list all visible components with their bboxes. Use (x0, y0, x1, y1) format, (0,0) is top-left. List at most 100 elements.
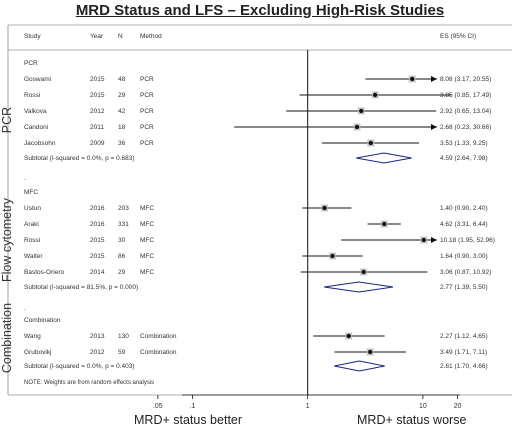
study-es-text: 1.40 (0.90, 2.40) (440, 205, 488, 212)
study-method: Combination (140, 349, 177, 356)
study-method: MFC (140, 205, 154, 212)
study-method: PCR (140, 76, 154, 83)
study-year: 2011 (90, 124, 104, 131)
ci-arrow-right (431, 76, 437, 82)
study-es-text: 3.06 (0.87, 10.92) (440, 269, 491, 276)
point-estimate (410, 76, 415, 82)
study-name: Candoni (24, 124, 48, 131)
subtotal-diamond (334, 360, 385, 372)
chart-title: MRD Status and LFS – Excluding High-Risk… (75, 2, 445, 19)
subtotal-es-text: 2.81 (1.70, 4.66) (440, 363, 488, 370)
study-method: PCR (140, 140, 154, 147)
point-estimate (368, 140, 373, 146)
study-year: 2013 (90, 333, 105, 340)
x-tick-label: .1 (190, 403, 196, 410)
study-n: 29 (118, 92, 126, 99)
subtotal-label: Subtotal (I-squared = 0.0%, p = 0.683) (24, 155, 135, 162)
subtotal-diamond (324, 281, 394, 293)
study-n: 203 (118, 205, 129, 212)
study-year: 2016 (90, 205, 105, 212)
point-estimate (359, 108, 364, 114)
x-tick-label: 1 (306, 403, 310, 410)
x-axis-label-right: MRD+ status worse (357, 413, 467, 427)
subtotal-label: Subtotal (I-squared = 81.5%, p = 0.000) (24, 284, 138, 291)
x-tick-label: 10 (419, 403, 427, 410)
header-method: Method (140, 33, 162, 40)
point-estimate (346, 333, 351, 339)
study-name: Goswami (24, 76, 51, 83)
subtotal-es-text: 2.77 (1.39, 5.50) (440, 284, 488, 291)
study-es-text: 2.92 (0.65, 13.04) (440, 108, 491, 115)
x-tick-label: .05 (153, 403, 163, 410)
study-method: Combination (140, 333, 177, 340)
study-year: 2009 (90, 140, 105, 147)
study-method: PCR (140, 92, 154, 99)
header-year: Year (90, 33, 104, 40)
study-method: MFC (140, 237, 154, 244)
study-es-text: 2.68 (0.23, 30.66) (440, 124, 491, 131)
group-name: Combination (24, 317, 61, 324)
study-n: 331 (118, 221, 129, 228)
study-n: 29 (118, 269, 126, 276)
header-study: Study (24, 33, 41, 40)
study-year: 2015 (90, 92, 105, 99)
study-year: 2014 (90, 269, 105, 276)
study-n: 48 (118, 76, 126, 83)
study-name: Walter (24, 253, 43, 260)
study-es-text: 3.53 (1.33, 9.25) (440, 140, 488, 147)
group-name: MFC (24, 189, 38, 196)
point-estimate (382, 221, 387, 227)
group-side-label: Combination (0, 303, 14, 373)
subtotal-es-text: 4.59 (2.64, 7.98) (440, 155, 488, 162)
study-name: Bastos-Oriero (24, 269, 64, 276)
study-name: Jacobsohn (24, 140, 56, 147)
study-name: Rossi (24, 237, 40, 244)
group-side-label: PCR (0, 107, 14, 133)
study-es-text: 3.49 (1.71, 7.11) (440, 349, 487, 356)
study-es-text: 4.62 (3.31, 6.44) (440, 221, 488, 228)
point-estimate (421, 237, 426, 243)
x-axis-label-left: MRD+ status better (134, 413, 243, 427)
study-es-text: 3.85 (0.85, 17.49) (440, 92, 491, 99)
point-estimate (322, 205, 327, 211)
point-estimate (354, 124, 360, 130)
ci-arrow-right (431, 124, 437, 130)
study-year: 2012 (90, 108, 105, 115)
study-n: 86 (118, 253, 126, 260)
group-separator: . (24, 175, 26, 182)
study-n: 59 (118, 349, 126, 356)
study-name: Grubovikj (24, 349, 51, 356)
point-estimate (368, 349, 373, 355)
study-es-text: 1.64 (0.90, 3.00) (440, 253, 488, 260)
study-method: PCR (140, 124, 154, 131)
study-name: Ustun (24, 205, 41, 212)
study-method: MFC (140, 253, 154, 260)
ci-arrow-right (431, 237, 437, 243)
study-n: 36 (118, 140, 126, 147)
study-name: Wang (24, 333, 41, 340)
study-year: 2016 (90, 221, 105, 228)
study-year: 2015 (90, 237, 105, 244)
study-name: Valkova (24, 108, 47, 115)
subtotal-diamond (356, 152, 412, 164)
group-name: PCR (24, 60, 38, 67)
study-es-text: 10.18 (1.95, 52.96) (440, 237, 495, 244)
study-es-text: 2.27 (1.12, 4.65) (440, 333, 488, 340)
study-method: MFC (140, 269, 154, 276)
weights-note: NOTE: Weights are from random effects an… (24, 380, 154, 386)
x-tick-label: 20 (454, 403, 462, 410)
point-estimate (361, 269, 366, 275)
study-n: 130 (118, 333, 129, 340)
study-method: PCR (140, 108, 154, 115)
study-n: 42 (118, 108, 126, 115)
study-n: 30 (118, 237, 126, 244)
study-name: Araki (24, 221, 39, 228)
group-separator: . (24, 305, 26, 312)
point-estimate (372, 92, 378, 98)
group-side-label: Flow cytometry (0, 197, 14, 282)
header-es: ES (95% CI) (440, 33, 476, 40)
study-method: MFC (140, 221, 154, 228)
header-n: N (118, 33, 123, 40)
study-n: 18 (118, 124, 126, 131)
